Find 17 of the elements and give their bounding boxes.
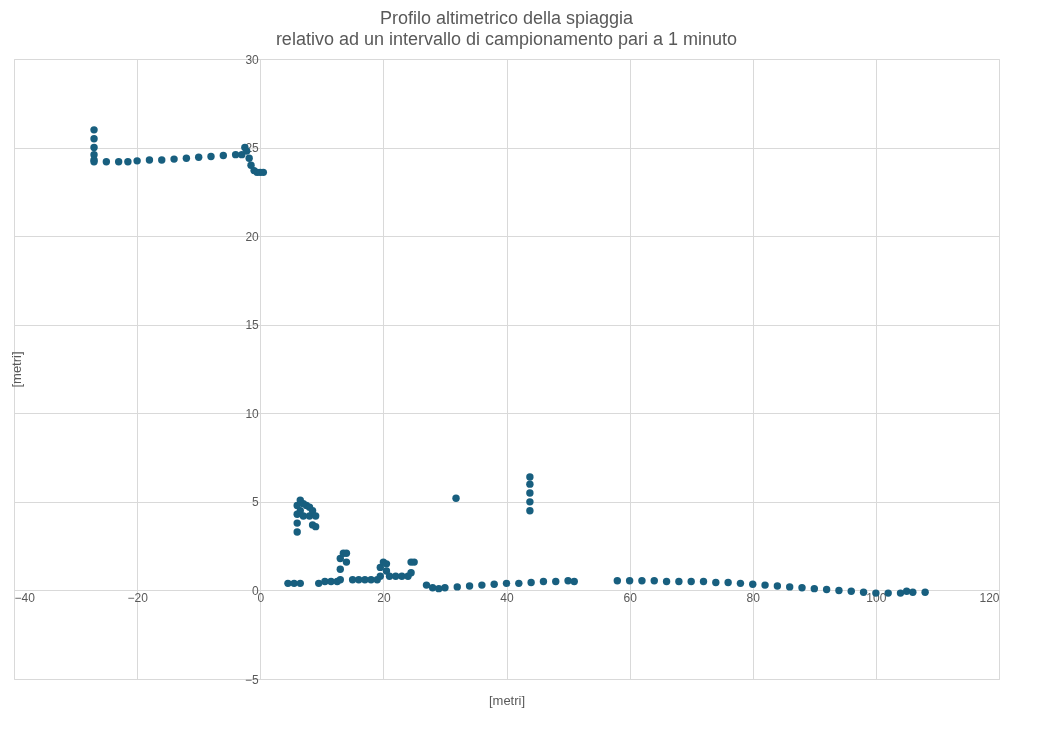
- x-axis-title: [metri]: [488, 692, 526, 708]
- x-tick-label: 20: [377, 590, 391, 605]
- x-tick-label: −40: [14, 590, 36, 605]
- y-axis-title: [metri]: [8, 351, 24, 388]
- y-tick-label: 20: [245, 229, 260, 244]
- x-tick-label: 120: [979, 590, 1000, 605]
- y-tick-label: 30: [245, 52, 260, 67]
- y-tick-label: 5: [252, 495, 260, 510]
- x-tick-label: 40: [500, 590, 514, 605]
- x-tick-label: −20: [127, 590, 149, 605]
- chart-subtitle: relativo ad un intervallo di campionamento pari a 1 minuto: [275, 29, 738, 49]
- x-tick-label: 60: [623, 590, 638, 605]
- y-tick-label: 10: [245, 406, 260, 421]
- y-tick-label: −5: [245, 672, 260, 687]
- x-tick-label: 80: [746, 590, 761, 605]
- chart-title: Profilo altimetrico della spiaggia: [379, 8, 635, 28]
- y-tick-label: 15: [245, 318, 260, 333]
